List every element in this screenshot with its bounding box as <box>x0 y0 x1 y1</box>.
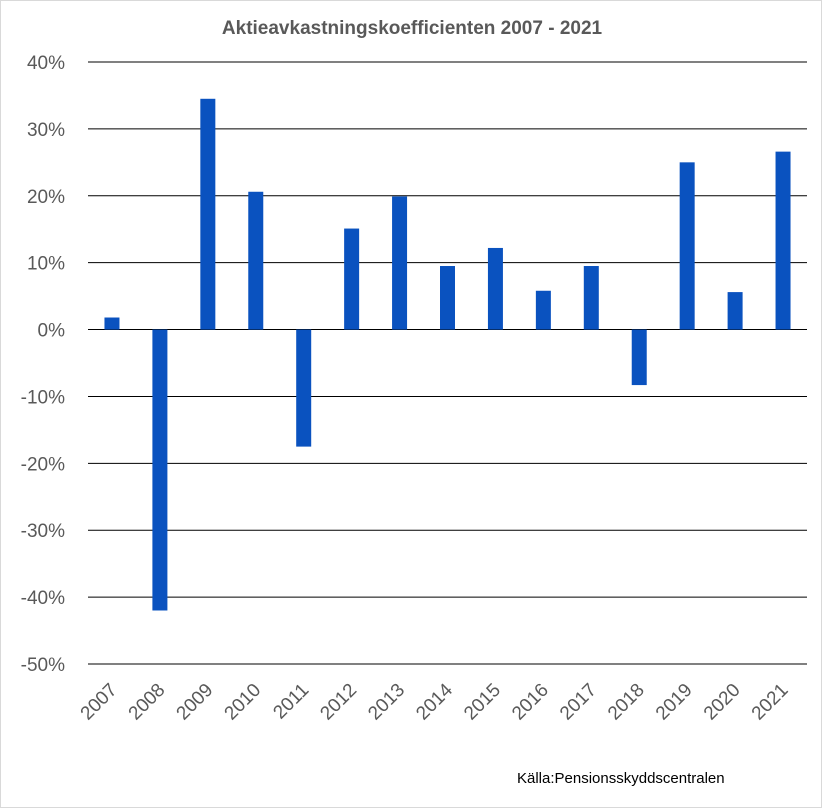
bar-2007 <box>104 317 120 330</box>
bar-2014 <box>440 266 455 330</box>
bar-2019 <box>679 162 695 330</box>
bar-2010 <box>248 191 264 330</box>
y-tick-label: -20% <box>21 454 65 475</box>
x-axis-ticks: 2007 2008 2009 2010 2011 2012 2013 2014 2015 2016… <box>77 679 793 724</box>
x-tick-label: 2015 <box>460 680 505 725</box>
bar-2011 <box>296 329 312 447</box>
y-tick-label: -40% <box>21 588 65 609</box>
chart-title: Aktieavkastningskoefficienten 2007 - 202… <box>222 18 603 39</box>
y-tick-label: 40% <box>27 53 65 74</box>
bar-2016 <box>535 290 551 330</box>
x-tick-label: 2021 <box>748 680 793 725</box>
x-tick-label: 2019 <box>652 680 697 725</box>
bar-2015 <box>487 247 503 330</box>
x-tick-label: 2013 <box>364 680 409 725</box>
y-tick-label: -30% <box>21 521 65 542</box>
x-tick-label: 2009 <box>173 680 218 725</box>
bar-2018 <box>631 329 647 386</box>
bar-2017 <box>583 266 599 330</box>
y-tick-label: 0% <box>38 321 66 342</box>
y-tick-label: -50% <box>21 655 65 676</box>
source-note: Källa:Pensionsskyddscentralen <box>517 770 725 787</box>
y-tick-label: 30% <box>27 120 65 141</box>
bar-2020 <box>727 292 743 330</box>
x-tick-label: 2014 <box>412 679 457 724</box>
x-tick-label: 2016 <box>508 680 553 725</box>
x-tick-label: 2017 <box>556 680 601 725</box>
bar-2013 <box>392 196 408 330</box>
y-axis-ticks: 40% 30% 20% 10% 0% -10% -20% -30% -40% -50% <box>21 53 65 676</box>
y-tick-label: 10% <box>27 254 65 275</box>
x-tick-label: 2018 <box>604 680 649 725</box>
bar-2021 <box>775 151 791 330</box>
bars <box>104 98 791 611</box>
x-tick-label: 2012 <box>316 680 361 725</box>
x-tick-label: 2010 <box>221 680 266 725</box>
bar-2009 <box>200 98 216 330</box>
bar-2008 <box>152 329 168 611</box>
bar-2012 <box>344 228 360 330</box>
x-tick-label: 2007 <box>77 680 122 725</box>
x-tick-label: 2008 <box>125 680 170 725</box>
y-tick-label: 20% <box>27 187 65 208</box>
y-tick-label: -10% <box>21 387 65 408</box>
x-tick-label: 2011 <box>269 680 313 724</box>
gridlines <box>88 61 807 665</box>
x-tick-label: 2020 <box>700 680 745 725</box>
